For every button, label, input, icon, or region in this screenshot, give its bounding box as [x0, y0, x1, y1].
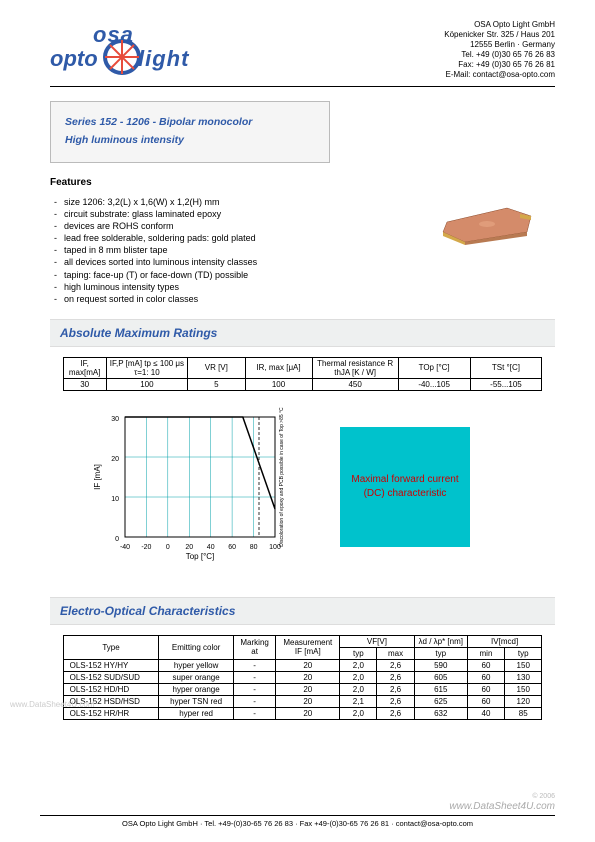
footer: OSA Opto Light GmbH · Tel. +49-(0)30-65 …	[0, 815, 595, 828]
svg-text:light: light	[138, 46, 190, 71]
list-item: lead free solderable, soldering pads: go…	[64, 232, 555, 244]
chart-row: 30 20 10 0 -40 -20 0 20 40 60 80 100 Dis…	[90, 407, 555, 567]
svg-text:0: 0	[166, 544, 170, 551]
contact-city: 12555 Berlin · Germany	[444, 40, 555, 50]
contact-address: Köpenicker Str. 325 / Haus 201	[444, 30, 555, 40]
svg-text:40: 40	[207, 544, 215, 551]
amr-heading: Absolute Maximum Ratings	[50, 319, 555, 347]
list-item: on request sorted in color classes	[64, 293, 555, 305]
header-rule	[50, 86, 555, 87]
svg-text:60: 60	[228, 544, 236, 551]
footer-text: OSA Opto Light GmbH · Tel. +49-(0)30-65 …	[40, 819, 555, 828]
svg-text:30: 30	[111, 416, 119, 423]
amr-table: IF, max[mA] IF,P [mA] tp ≤ 100 μs τ=1: 1…	[63, 357, 543, 391]
table-row: IF, max[mA] IF,P [mA] tp ≤ 100 μs τ=1: 1…	[63, 357, 542, 378]
copyright: © 2006	[532, 793, 555, 800]
forward-current-chart: 30 20 10 0 -40 -20 0 20 40 60 80 100 Dis…	[90, 407, 300, 567]
contact-block: OSA Opto Light GmbH Köpenicker Str. 325 …	[444, 20, 555, 80]
svg-text:Discoloration of epoxy and PCB: Discoloration of epoxy and PCB possible …	[279, 407, 285, 547]
features-heading: Features	[50, 177, 555, 188]
svg-text:20: 20	[111, 456, 119, 463]
chart-caption-box: Maximal forward current (DC) characteris…	[340, 427, 470, 547]
header: osa opto light OSA Opto Light GmbH Köpen…	[50, 20, 555, 80]
svg-text:opto: opto	[50, 46, 98, 71]
table-row: OLS-152 SUD/SUDsuper orange-202,02,66056…	[63, 671, 542, 683]
list-item: all devices sorted into luminous intensi…	[64, 256, 555, 268]
svg-text:0: 0	[115, 536, 119, 543]
watermark-right: www.DataSheet4U.com	[449, 801, 555, 812]
svg-text:20: 20	[185, 544, 193, 551]
list-item: high luminous intensity types	[64, 281, 555, 293]
title-box: Series 152 - 1206 - Bipolar monocolor Hi…	[50, 101, 330, 163]
table-row: 30 100 5 100 450 -40...105 -55...105	[63, 378, 542, 390]
table-row: Type Emitting color Marking at Measureme…	[63, 635, 542, 647]
logo-svg: osa opto light	[50, 20, 200, 75]
features-list: size 1206: 3,2(L) x 1,6(W) x 1,2(H) mm c…	[50, 196, 555, 305]
contact-email: E-Mail: contact@osa-opto.com	[444, 70, 555, 80]
svg-text:-20: -20	[141, 544, 151, 551]
svg-text:IF [mA]: IF [mA]	[93, 464, 102, 490]
list-item: size 1206: 3,2(L) x 1,6(W) x 1,2(H) mm	[64, 196, 555, 208]
contact-fax: Fax: +49 (0)30 65 76 26 81	[444, 60, 555, 70]
eo-heading: Electro-Optical Characteristics	[50, 597, 555, 625]
contact-tel: Tel. +49 (0)30 65 76 26 83	[444, 50, 555, 60]
logo: osa opto light	[50, 20, 200, 75]
eo-table: Type Emitting color Marking at Measureme…	[63, 635, 543, 720]
list-item: devices are ROHS conform	[64, 220, 555, 232]
title-line2: High luminous intensity	[65, 132, 315, 150]
table-row: OLS-152 HSD/HSDhyper TSN red-202,12,6625…	[63, 695, 542, 707]
table-row: OLS-152 HY/HYhyper yellow-202,02,6590601…	[63, 659, 542, 671]
contact-company: OSA Opto Light GmbH	[444, 20, 555, 30]
svg-text:Top [°C]: Top [°C]	[186, 552, 215, 561]
title-line1: Series 152 - 1206 - Bipolar monocolor	[65, 114, 315, 132]
watermark-left: www.DataSheet4U.com	[10, 700, 94, 709]
svg-text:80: 80	[250, 544, 258, 551]
list-item: taped in 8 mm blister tape	[64, 244, 555, 256]
svg-text:10: 10	[111, 496, 119, 503]
list-item: taping: face-up (T) or face-down (TD) po…	[64, 269, 555, 281]
svg-text:-40: -40	[120, 544, 130, 551]
features-section: Features size 1206: 3,2(L) x 1,6(W) x 1,…	[50, 177, 555, 305]
table-row: OLS-152 HD/HDhyper orange-202,02,6615601…	[63, 683, 542, 695]
table-row: OLS-152 HR/HRhyper red-202,02,66324085	[63, 707, 542, 719]
list-item: circuit substrate: glass laminated epoxy	[64, 208, 555, 220]
